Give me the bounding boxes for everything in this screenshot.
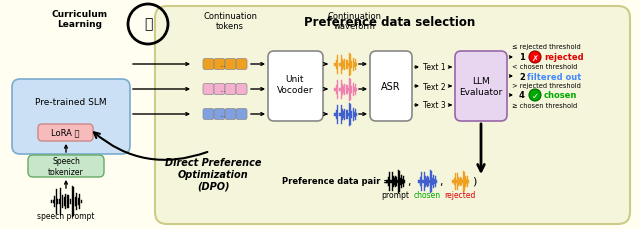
Text: Unit
Vocoder: Unit Vocoder [276, 75, 313, 94]
Text: ✗: ✗ [531, 53, 538, 62]
Text: Speech
tokenizer: Speech tokenizer [48, 157, 84, 176]
FancyBboxPatch shape [28, 155, 104, 177]
Text: 🚶: 🚶 [144, 17, 152, 31]
FancyBboxPatch shape [236, 59, 247, 70]
Text: ≥ chosen threshold: ≥ chosen threshold [512, 103, 577, 109]
Text: Preference data selection: Preference data selection [305, 16, 476, 29]
Text: Text 3: Text 3 [423, 101, 445, 110]
Text: ,: , [439, 176, 442, 186]
Text: LLM
Evaluator: LLM Evaluator [460, 77, 502, 96]
Text: ...: ... [220, 62, 227, 68]
FancyBboxPatch shape [225, 59, 236, 70]
FancyBboxPatch shape [455, 52, 507, 121]
Text: ✓: ✓ [531, 91, 538, 100]
Text: ...: ... [220, 87, 227, 93]
FancyBboxPatch shape [225, 84, 236, 95]
FancyBboxPatch shape [203, 109, 214, 120]
Text: ): ) [472, 176, 476, 186]
Text: Curriculum
Learning: Curriculum Learning [52, 10, 108, 29]
Text: ...: ... [220, 112, 227, 117]
FancyBboxPatch shape [155, 7, 630, 224]
Text: filtered out: filtered out [527, 72, 581, 81]
FancyBboxPatch shape [214, 109, 225, 120]
Text: Continuation
tokens: Continuation tokens [203, 12, 257, 31]
Text: prompt: prompt [381, 191, 409, 200]
Text: Text 2: Text 2 [423, 82, 445, 91]
Text: Text 1: Text 1 [423, 63, 445, 72]
FancyBboxPatch shape [236, 84, 247, 95]
FancyBboxPatch shape [268, 52, 323, 121]
Text: chosen: chosen [413, 191, 440, 200]
FancyBboxPatch shape [38, 124, 93, 141]
Text: ASR: ASR [381, 82, 401, 92]
Text: speech prompt: speech prompt [37, 212, 95, 221]
Text: 4: 4 [519, 91, 525, 100]
Text: rejected: rejected [444, 191, 476, 200]
Text: rejected: rejected [544, 53, 584, 62]
Text: ,: , [407, 176, 410, 186]
Text: Direct Preference
Optimization
(DPO): Direct Preference Optimization (DPO) [164, 157, 261, 190]
Text: 1: 1 [519, 53, 525, 62]
FancyBboxPatch shape [370, 52, 412, 121]
FancyBboxPatch shape [236, 109, 247, 120]
Text: ≤ rejected threshold: ≤ rejected threshold [512, 44, 580, 50]
FancyBboxPatch shape [214, 59, 225, 70]
Text: Continuation
waveform: Continuation waveform [328, 12, 382, 31]
Text: > rejected threshold: > rejected threshold [512, 83, 581, 89]
Circle shape [529, 90, 541, 101]
Text: Preference data pair = (: Preference data pair = ( [282, 177, 397, 186]
Circle shape [529, 52, 541, 64]
Text: chosen: chosen [544, 91, 577, 100]
FancyBboxPatch shape [12, 80, 130, 154]
Text: 2: 2 [519, 72, 525, 81]
Text: Pre-trained SLM: Pre-trained SLM [35, 98, 107, 106]
FancyBboxPatch shape [203, 84, 214, 95]
Text: < chosen threshold: < chosen threshold [512, 64, 577, 70]
FancyBboxPatch shape [225, 109, 236, 120]
Text: LoRA 🔥: LoRA 🔥 [51, 128, 79, 137]
FancyBboxPatch shape [214, 84, 225, 95]
FancyBboxPatch shape [203, 59, 214, 70]
